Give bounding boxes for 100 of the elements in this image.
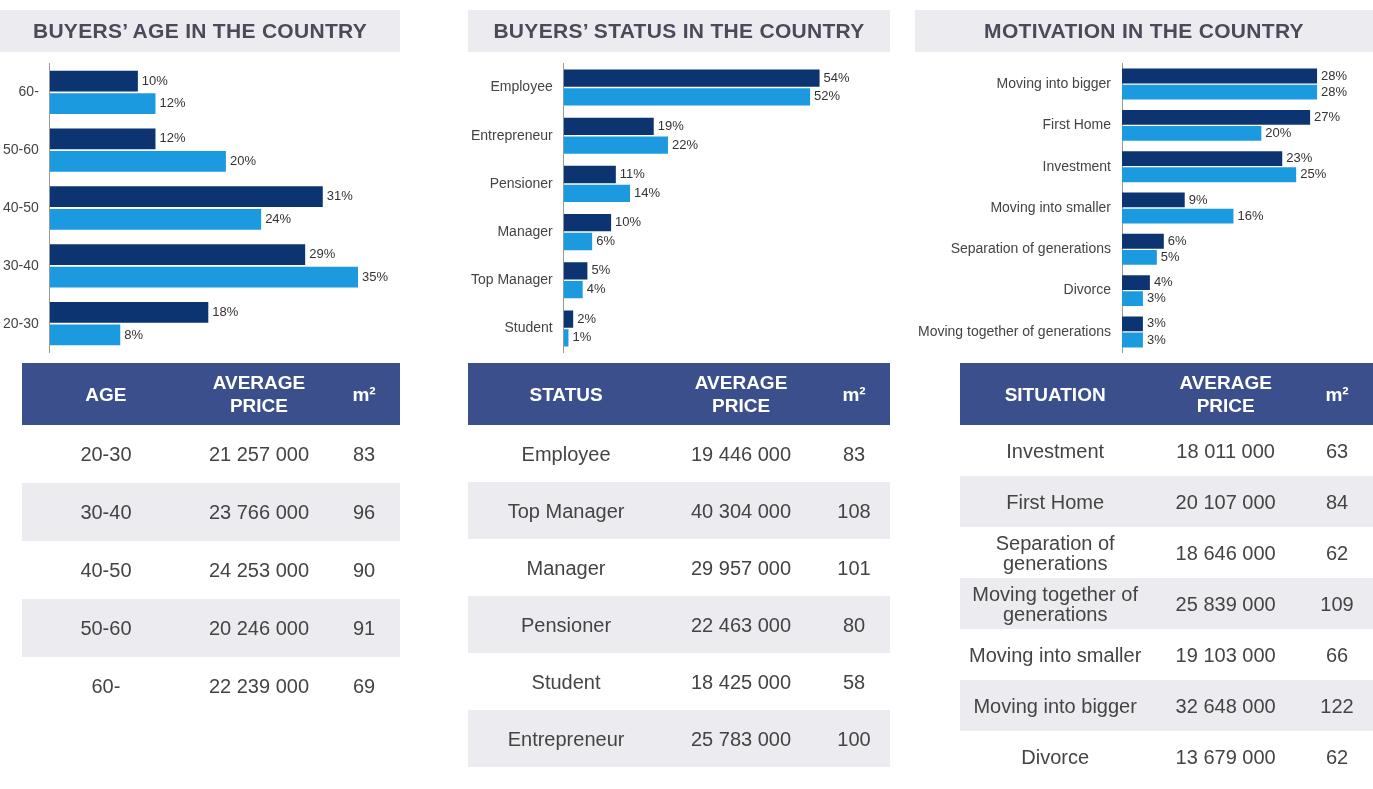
data-label: 10% <box>141 72 169 88</box>
data-label: 69 <box>351 674 377 699</box>
data-label: 4% <box>1153 274 1174 290</box>
text: m² <box>1301 363 1373 425</box>
data-label: 100 <box>818 710 890 767</box>
bar <box>563 262 588 280</box>
data-label: 25 783 000 <box>664 710 818 767</box>
data-label: 91 <box>328 599 400 657</box>
bar <box>1122 249 1157 265</box>
bar <box>1122 109 1311 125</box>
bar <box>1122 208 1234 224</box>
bar <box>49 324 121 346</box>
bar <box>563 136 668 154</box>
y-tick-label: 30-40 <box>2 256 40 273</box>
data-label: 25 839 000 <box>1150 578 1301 629</box>
data-label: 83 <box>841 441 867 467</box>
y-tick-label: 60- <box>18 83 40 100</box>
data-label: 90 <box>351 558 377 583</box>
text: m² <box>328 363 400 425</box>
text: AVERAGE PRICE <box>189 363 328 425</box>
data-label: 18% <box>212 303 239 319</box>
category-label: 60- <box>90 674 122 699</box>
bar <box>49 266 358 288</box>
y-tick-label: 40-50 <box>2 198 40 215</box>
data-label: 2% <box>577 310 597 326</box>
bar <box>49 302 209 323</box>
y-tick-label: Moving into bigger <box>996 74 1112 91</box>
data-label: 28% <box>1321 83 1348 99</box>
data-label: 66 <box>1324 642 1350 668</box>
data-label: 21 257 000 <box>207 442 310 467</box>
bar <box>563 232 593 251</box>
y-tick-label: Moving together of generations <box>918 322 1112 339</box>
data-label: 96 <box>328 483 400 541</box>
data-label: 54% <box>823 69 851 85</box>
data-label: 24% <box>265 210 292 226</box>
data-label: 18 011 000 <box>1175 438 1276 464</box>
chart-title: BUYERS’ AGE IN THE COUNTRY <box>0 10 400 52</box>
bar <box>563 88 811 106</box>
data-label: 18 425 000 <box>690 669 793 695</box>
data-label: 122 <box>1301 680 1373 731</box>
bar <box>1122 316 1143 332</box>
y-tick-label: 20-30 <box>2 314 40 331</box>
bar <box>1122 126 1262 141</box>
y-tick-label: 50-60 <box>2 141 40 158</box>
bar <box>563 281 583 299</box>
bar <box>49 93 156 114</box>
data-label: 19% <box>657 117 685 133</box>
data-label: 19 103 000 <box>1174 642 1277 668</box>
data-label: 24 253 000 <box>207 558 310 583</box>
data-label: 101 <box>836 555 872 581</box>
data-label: 12% <box>159 130 186 146</box>
data-label: 5% <box>1160 248 1181 264</box>
data-label: 9% <box>1188 191 1208 207</box>
y-tick-label: Manager <box>497 222 554 239</box>
y-tick-label: Investment <box>1042 157 1112 174</box>
bar <box>563 165 616 184</box>
data-label: 29% <box>309 246 336 262</box>
bar <box>563 184 631 202</box>
bar <box>1122 167 1297 183</box>
y-tick-label: Pensioner <box>489 174 554 191</box>
y-tick-label: Divorce <box>1063 281 1112 298</box>
y-tick-label: Top Manager <box>471 271 554 288</box>
data-label: 22 239 000 <box>207 674 310 699</box>
data-label: 4% <box>586 281 606 297</box>
y-tick-label: Moving into smaller <box>990 198 1112 215</box>
data-label: 109 <box>1301 578 1373 629</box>
y-tick-label: Entrepreneur <box>471 126 554 143</box>
data-label: 28% <box>1321 67 1348 83</box>
data-label: 22 463 000 <box>664 596 818 653</box>
bar <box>563 214 612 232</box>
data-label: 27% <box>1314 108 1341 124</box>
y-tick-label: First Home <box>1042 116 1112 133</box>
bar <box>49 244 306 265</box>
bar <box>1122 275 1150 290</box>
data-label: 20% <box>229 153 257 169</box>
bar <box>49 128 156 150</box>
category-label: Manager <box>525 555 607 581</box>
data-label: 108 <box>818 482 890 539</box>
chart-title: BUYERS’ STATUS IN THE COUNTRY <box>468 10 890 52</box>
y-tick-label: Student <box>504 319 553 336</box>
data-label: 5% <box>591 262 611 278</box>
data-label: 25% <box>1300 166 1327 182</box>
data-label: 35% <box>362 268 389 284</box>
bar <box>49 208 262 230</box>
data-label: 20% <box>1265 125 1292 141</box>
data-label: 22% <box>671 136 699 152</box>
data-label: 40 304 000 <box>664 482 818 539</box>
bar <box>1122 192 1185 208</box>
data-label: 84 <box>1301 476 1373 527</box>
data-label: 32 648 000 <box>1150 680 1301 731</box>
text: m² <box>818 363 890 425</box>
data-label: 23 766 000 <box>189 483 328 541</box>
data-label: 13 679 000 <box>1174 744 1277 770</box>
data-label: 62 <box>1324 540 1350 566</box>
bar <box>1122 233 1164 249</box>
bar <box>563 117 654 135</box>
bar <box>563 69 820 87</box>
data-label: 80 <box>818 596 890 653</box>
bar <box>1122 291 1143 307</box>
data-label: 3% <box>1146 315 1167 331</box>
